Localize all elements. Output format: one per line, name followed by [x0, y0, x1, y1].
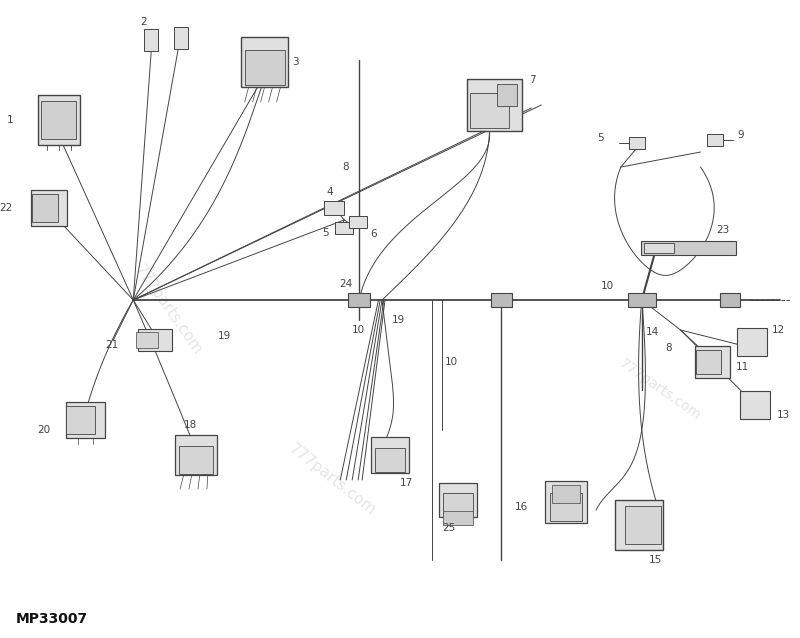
Bar — [615, 500, 662, 550]
Bar — [628, 293, 656, 307]
Bar — [740, 391, 770, 419]
Bar — [32, 194, 58, 222]
Bar — [738, 328, 767, 356]
Bar — [442, 493, 473, 515]
Text: 10: 10 — [601, 281, 614, 291]
Text: 21: 21 — [106, 340, 118, 350]
Bar — [348, 293, 370, 307]
Text: 6: 6 — [370, 229, 377, 239]
Bar — [371, 437, 409, 473]
Bar — [642, 241, 736, 255]
Text: 11: 11 — [736, 362, 750, 372]
Bar — [349, 216, 367, 228]
Bar — [546, 481, 587, 523]
Text: 1: 1 — [7, 115, 14, 125]
Bar — [375, 448, 405, 472]
Bar — [438, 483, 477, 517]
Bar — [136, 332, 158, 348]
Bar — [41, 101, 76, 139]
Bar — [38, 95, 79, 145]
Bar — [179, 446, 213, 474]
Text: 777parts.com: 777parts.com — [131, 262, 205, 358]
Text: 14: 14 — [646, 327, 659, 337]
Text: 2: 2 — [140, 17, 146, 27]
Text: MP33007: MP33007 — [16, 612, 88, 626]
Text: 5: 5 — [597, 133, 604, 143]
Bar — [707, 134, 723, 146]
Text: 25: 25 — [442, 523, 456, 533]
Text: 12: 12 — [772, 325, 786, 335]
Bar — [30, 190, 66, 226]
Text: 17: 17 — [400, 478, 413, 488]
Bar — [66, 406, 95, 434]
Text: 8: 8 — [666, 343, 672, 353]
Text: 5: 5 — [322, 228, 329, 238]
Text: 8: 8 — [342, 162, 349, 172]
Bar — [695, 350, 722, 374]
Bar — [138, 329, 172, 351]
Bar — [629, 137, 645, 149]
Bar — [720, 293, 740, 307]
Text: 19: 19 — [218, 331, 231, 341]
Bar — [467, 79, 522, 131]
Text: 22: 22 — [0, 203, 12, 213]
Text: 18: 18 — [184, 420, 198, 430]
Bar — [66, 402, 106, 438]
Text: 10: 10 — [352, 325, 366, 335]
Text: 13: 13 — [777, 410, 790, 420]
Bar — [175, 435, 217, 475]
Text: 15: 15 — [649, 555, 662, 565]
Bar — [470, 93, 510, 128]
Bar — [241, 37, 289, 87]
Bar — [498, 84, 518, 106]
Text: 3: 3 — [293, 57, 299, 67]
Text: 7: 7 — [530, 75, 536, 85]
Text: 20: 20 — [38, 425, 51, 435]
Bar — [245, 50, 285, 84]
Bar — [442, 511, 473, 525]
Bar — [335, 222, 353, 234]
Text: 16: 16 — [514, 502, 528, 512]
Text: 4: 4 — [326, 187, 333, 197]
Bar — [552, 485, 580, 503]
Bar — [644, 243, 674, 253]
Bar — [550, 493, 582, 521]
Text: 777parts.com: 777parts.com — [286, 441, 378, 519]
Bar — [324, 201, 344, 215]
Bar — [144, 29, 158, 51]
Bar — [694, 346, 730, 378]
Bar — [490, 293, 512, 307]
Bar — [625, 506, 661, 544]
Text: 23: 23 — [717, 225, 730, 235]
Text: 24: 24 — [339, 279, 353, 289]
Bar — [174, 27, 188, 49]
Text: 777parts.com: 777parts.com — [618, 357, 704, 423]
Text: 9: 9 — [738, 130, 744, 140]
Text: 10: 10 — [445, 357, 458, 367]
Text: 19: 19 — [392, 315, 406, 325]
